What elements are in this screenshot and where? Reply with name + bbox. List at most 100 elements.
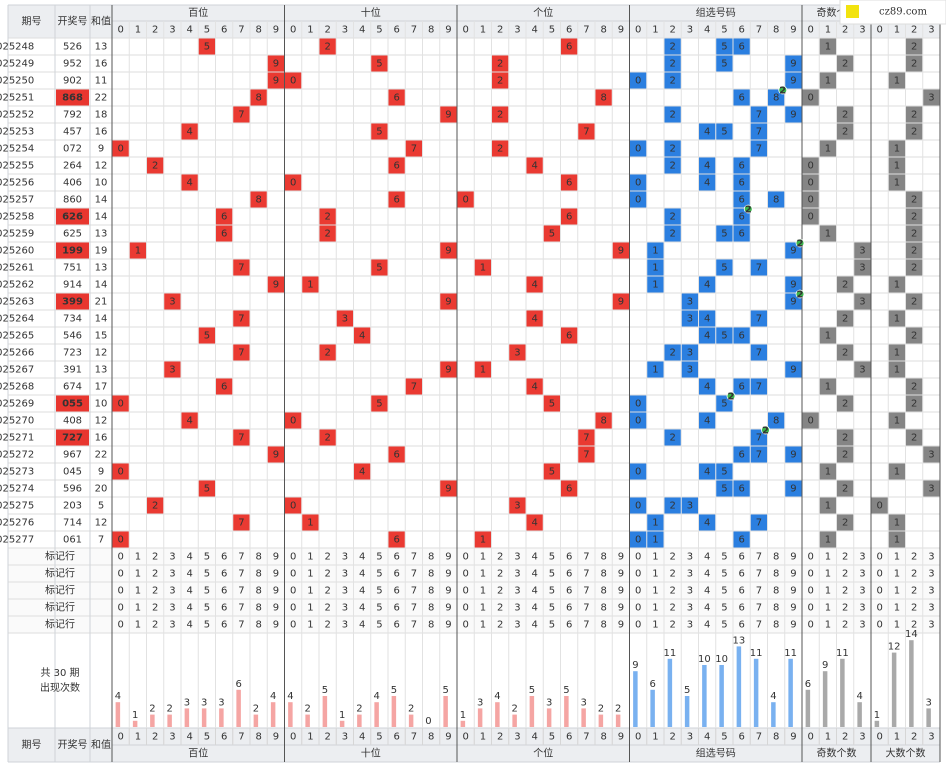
group-digit: 2 — [669, 42, 675, 53]
draw-number: 727 — [62, 433, 83, 444]
count-bar — [874, 720, 880, 727]
marker-digit: 5 — [376, 620, 382, 631]
column-digit: 2 — [842, 732, 848, 743]
count-bar — [391, 696, 397, 727]
count-label: 4 — [115, 691, 121, 702]
group-digit: 6 — [738, 229, 744, 240]
column-digit: 3 — [687, 25, 693, 36]
group-digit: 2 — [669, 348, 675, 359]
group-digit: 8 — [773, 195, 779, 206]
group-title: 奇数个数 — [817, 747, 857, 760]
sum: 13 — [95, 229, 108, 240]
group-digit: 2 — [669, 144, 675, 155]
odd-cell — [837, 446, 854, 463]
count-label: 4 — [287, 691, 293, 702]
group-digit: 5 — [721, 399, 727, 410]
digit: 3 — [169, 365, 175, 376]
odd-cell — [819, 140, 836, 157]
digit: 5 — [204, 42, 210, 53]
marker-digit: 5 — [376, 569, 382, 580]
count-label: 5 — [529, 685, 535, 696]
marker-digit: 0 — [876, 569, 882, 580]
column-digit: 1 — [894, 25, 900, 36]
marker-digit: 0 — [117, 569, 123, 580]
group-cell — [716, 123, 733, 140]
group-cell — [681, 310, 698, 327]
digit-cell — [509, 344, 526, 361]
odd-count: 0 — [807, 161, 813, 172]
group-cell — [630, 412, 647, 429]
group-cell — [785, 72, 802, 89]
column-digit: 3 — [342, 25, 348, 36]
odd-count: 2 — [842, 450, 848, 461]
marker-digit: 0 — [117, 603, 123, 614]
group-digit: 5 — [721, 467, 727, 478]
marker-digit: 9 — [273, 620, 279, 631]
group-digit: 0 — [635, 535, 641, 546]
odd-count: 0 — [807, 416, 813, 427]
sum: 12 — [95, 518, 108, 529]
count-bar — [443, 696, 448, 727]
group-digit: 6 — [738, 161, 744, 172]
digit: 0 — [117, 144, 123, 155]
odd-count: 1 — [825, 467, 831, 478]
marker-digit: 4 — [359, 620, 365, 631]
column-digit: 6 — [393, 732, 399, 743]
pair-highlight — [56, 395, 89, 412]
marker-digit: 3 — [342, 552, 348, 563]
stats-title: 共 30 期 — [40, 667, 79, 679]
marker-digit: 2 — [669, 586, 675, 597]
marker-digit: 3 — [342, 586, 348, 597]
group-cell — [699, 157, 716, 174]
odd-cell — [819, 327, 836, 344]
marker-digit: 8 — [600, 620, 606, 631]
digit-cell — [457, 191, 474, 208]
count-bar — [529, 696, 535, 727]
digit-cell — [388, 531, 405, 548]
count-label: 1 — [339, 710, 345, 721]
pair-badge — [743, 204, 753, 214]
digit-cell — [319, 38, 336, 55]
marker-digit: 7 — [756, 620, 762, 631]
issue: 2025273 — [0, 467, 34, 478]
marker-digit: 1 — [307, 620, 313, 631]
marker-digit: 1 — [652, 569, 658, 580]
marker-digit: 7 — [583, 552, 589, 563]
header-label: 和值 — [91, 15, 111, 28]
watermark-icon — [846, 5, 859, 18]
pair-badge-label: 2 — [762, 426, 769, 437]
marker-digit: 3 — [859, 552, 865, 563]
big-cell — [888, 412, 905, 429]
digit-cell — [267, 446, 284, 463]
marker-digit: 6 — [221, 569, 227, 580]
digit-cell — [302, 276, 319, 293]
digit-cell — [233, 344, 250, 361]
draw-number: 399 — [62, 297, 83, 308]
group-digit: 5 — [721, 263, 727, 274]
count-label: 5 — [322, 685, 328, 696]
group-cell — [630, 463, 647, 480]
count-bar — [132, 720, 138, 727]
count-bar — [167, 714, 172, 727]
group-cell — [699, 310, 716, 327]
digit-cell — [198, 38, 215, 55]
group-title: 十位 — [361, 6, 381, 19]
group-digit: 9 — [790, 110, 796, 121]
count-label: 4 — [770, 691, 776, 702]
count-label: 6 — [235, 679, 241, 690]
big-count: 2 — [911, 195, 917, 206]
odd-count: 3 — [859, 246, 865, 257]
big-count: 2 — [911, 246, 917, 257]
column-digit: 0 — [462, 732, 468, 743]
group-digit: 6 — [738, 382, 744, 393]
marker-digit: 1 — [480, 603, 486, 614]
digit-cell — [285, 174, 302, 191]
digit: 7 — [411, 382, 417, 393]
group-cell — [733, 174, 750, 191]
sum: 11 — [95, 76, 108, 87]
issue: 2025252 — [0, 110, 34, 121]
marker-digit: 1 — [652, 603, 658, 614]
digit-cell — [112, 140, 129, 157]
count-bar — [546, 708, 552, 727]
column-digit: 0 — [462, 25, 468, 36]
